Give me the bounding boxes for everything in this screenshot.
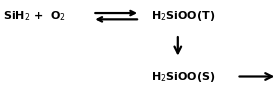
Text: H$_2$SiOO(S): H$_2$SiOO(S) — [151, 69, 216, 84]
Text: SiH$_2$ +  O$_2$: SiH$_2$ + O$_2$ — [3, 9, 66, 23]
Text: H$_2$SiOO(T): H$_2$SiOO(T) — [151, 9, 215, 23]
